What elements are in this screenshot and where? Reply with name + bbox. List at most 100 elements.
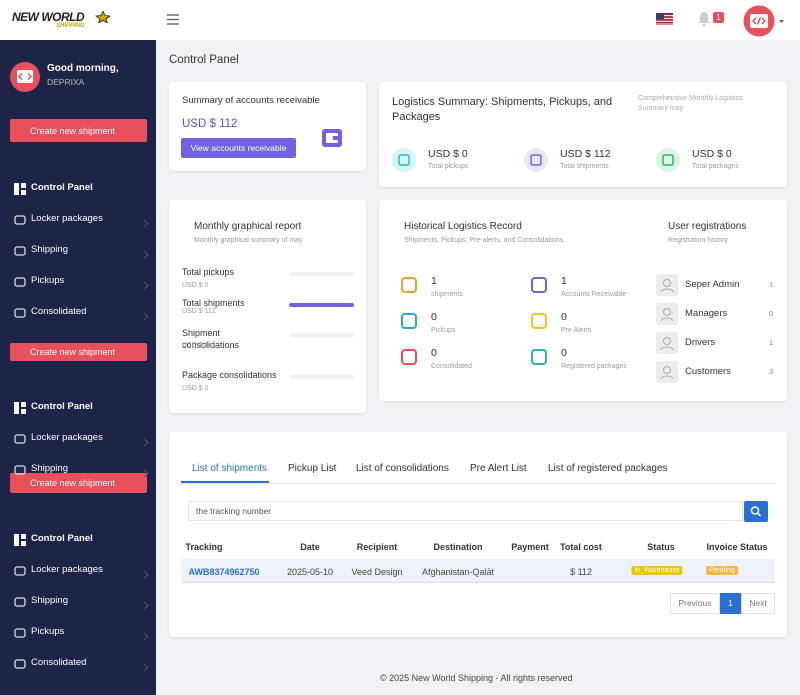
receivable-card: Summary of accounts receivable USD $ 112… xyxy=(169,82,366,171)
history-icon xyxy=(530,276,548,294)
report-label: Shipment consolidations xyxy=(182,328,240,350)
menu-item[interactable]: Locker packages xyxy=(31,432,103,443)
logo[interactable]: NEW WORLD xyxy=(12,10,85,24)
menu-icon-graphic xyxy=(14,465,26,475)
menu-item[interactable]: Control Panel xyxy=(31,401,93,412)
summary-icon xyxy=(392,148,416,172)
logo-star xyxy=(95,11,111,23)
search-input[interactable]: the tracking number xyxy=(188,501,743,521)
chevron-graphic xyxy=(143,663,149,672)
history-icon-graphic xyxy=(531,277,547,293)
report-label: Total pickups xyxy=(182,267,235,277)
registration-label: Drivers xyxy=(685,337,716,348)
page-title: Control Panel xyxy=(169,54,239,66)
card-title: Logistics Summary: Shipments, Pickups, a… xyxy=(392,96,613,123)
progress-bar xyxy=(289,333,354,337)
logistics-card: Logistics Summary: Shipments, Pickups, a… xyxy=(379,82,787,187)
summary-value: USD $ 0 xyxy=(428,148,468,160)
user-icon-graphic xyxy=(656,361,678,383)
menu-icon-graphic xyxy=(14,183,26,195)
menu-item[interactable]: Shipping xyxy=(31,595,68,606)
history-icon-graphic xyxy=(401,349,417,365)
tab[interactable]: Pre Alert List xyxy=(470,463,527,474)
table-header: Destination xyxy=(433,542,483,552)
menu-item[interactable]: Consolidated xyxy=(31,657,87,668)
report-value: USD $ 0 xyxy=(182,342,209,349)
report-value: USD $ 0 xyxy=(182,282,209,289)
active-tab-underline xyxy=(181,481,269,483)
table-header: Date xyxy=(300,542,320,552)
report-value: USD $ 0 xyxy=(182,385,209,392)
view-receivable-button[interactable]: View accounts receivable xyxy=(181,138,296,158)
menu-item[interactable]: Pickups xyxy=(31,275,65,286)
top-bar: NEW WORLD SHIPPING 1 xyxy=(0,0,800,40)
tab[interactable]: List of consolidations xyxy=(356,463,449,474)
amount: USD $ 112 xyxy=(182,118,238,130)
summary-value: USD $ 0 xyxy=(692,148,732,160)
summary-label: Total pickups xyxy=(428,163,469,170)
table-header: Total cost xyxy=(560,542,602,552)
chevron xyxy=(143,277,149,290)
menu-item[interactable]: Shipping xyxy=(31,244,68,255)
menu-item[interactable]: Pickups xyxy=(31,626,65,637)
page-button[interactable]: 1 xyxy=(720,593,741,614)
menu-item[interactable]: Control Panel xyxy=(31,182,93,193)
summary-icon-graphic xyxy=(656,148,680,172)
menu-item[interactable]: Locker packages xyxy=(31,213,103,224)
chevron xyxy=(143,628,149,641)
username: DEPRIXA xyxy=(47,77,85,87)
history-icon-graphic xyxy=(401,277,417,293)
table-cell: $ 112 xyxy=(570,567,592,577)
history-label: Pre Alerts xyxy=(561,327,592,334)
history-count: 0 xyxy=(561,347,567,359)
menu-toggle[interactable] xyxy=(167,14,179,25)
history-icon-graphic xyxy=(401,313,417,329)
history-label: Registered packages xyxy=(561,363,627,370)
menu-icon-graphic xyxy=(14,534,26,546)
menu-icon-graphic xyxy=(14,434,26,444)
progress-bar xyxy=(289,303,354,307)
history-icon-graphic xyxy=(531,349,547,365)
chevron-graphic xyxy=(143,312,149,321)
history-count: 0 xyxy=(561,311,567,323)
history-count: 1 xyxy=(431,275,437,287)
user-icon-graphic xyxy=(656,303,678,325)
chevron xyxy=(143,566,149,579)
list-card: the tracking number xyxy=(169,432,787,637)
menu-item[interactable]: Locker packages xyxy=(31,564,103,575)
menu-icon-graphic xyxy=(14,659,26,669)
create-shipment-button[interactable]: Create new shipment xyxy=(10,473,147,493)
chevron xyxy=(143,597,149,610)
chevron-graphic xyxy=(143,570,149,579)
summary-value: USD $ 112 xyxy=(560,148,611,160)
next-button[interactable]: Next xyxy=(741,593,775,614)
menu-icon xyxy=(14,657,26,669)
history-icon-graphic xyxy=(531,313,547,329)
summary-icon xyxy=(524,148,548,172)
tab[interactable]: Pickup List xyxy=(288,463,337,474)
chevron-graphic xyxy=(143,601,149,610)
tracking-link[interactable]: AWB8374962750 xyxy=(188,567,260,577)
create-shipment-button[interactable]: Create new shipment xyxy=(10,343,147,361)
user-avatar[interactable] xyxy=(743,5,785,37)
summary-icon xyxy=(656,148,680,172)
card-title: Monthly graphical report xyxy=(194,221,302,232)
notifications-bell[interactable] xyxy=(697,11,711,27)
tab[interactable]: List of registered packages xyxy=(548,463,668,474)
sidebar: Good morning, DEPRIXA Create new shipmen… xyxy=(0,40,156,695)
search-button[interactable] xyxy=(744,501,768,522)
registration-count: 3 xyxy=(769,367,774,376)
sidebar-avatar xyxy=(10,62,40,92)
menu-icon xyxy=(14,401,26,414)
menu-item[interactable]: Shipping xyxy=(31,463,68,474)
history-label: shipments xyxy=(431,291,463,298)
language-flag[interactable] xyxy=(656,13,673,25)
user-icon xyxy=(656,361,678,383)
menu-item[interactable]: Consolidated xyxy=(31,306,87,317)
tab[interactable]: List of shipments xyxy=(192,463,268,474)
registration-label: Managers xyxy=(685,308,728,319)
previous-button[interactable]: Previous xyxy=(670,593,720,614)
create-shipment-button[interactable]: Create new shipment xyxy=(10,119,147,142)
menu-item[interactable]: Control Panel xyxy=(31,533,93,544)
